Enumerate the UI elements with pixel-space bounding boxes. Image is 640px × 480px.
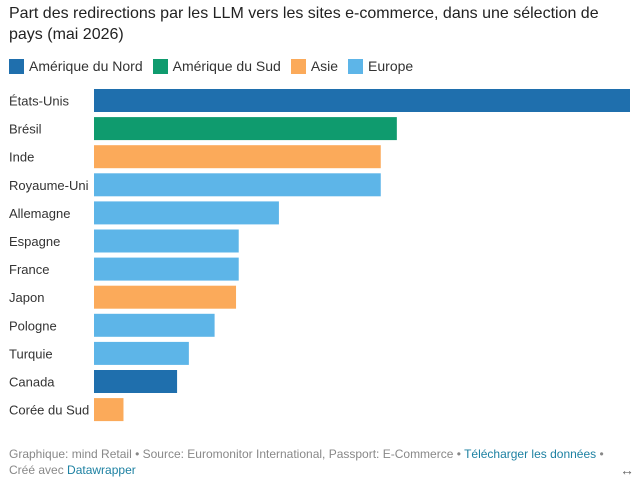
category-label: Pologne [9,318,57,333]
category-label: Japon [9,290,44,305]
bar [94,173,381,197]
category-label: Espagne [9,234,60,249]
category-label: Corée du Sud [9,403,89,418]
bar [94,117,397,141]
expand-icon[interactable]: ↔ [620,462,634,478]
legend-label: Amérique du Sud [172,58,281,74]
bar [94,285,237,309]
chart-footer: Graphique: mind Retail • Source: Euromon… [9,446,619,478]
footer-created-with: • Créé avec [9,447,604,477]
legend-item: Amérique du Sud [152,58,281,74]
category-label: Inde [9,150,34,165]
legend-swatch [290,58,306,74]
category-label: Turquie [9,346,53,361]
legend-swatch [348,58,364,74]
bar [94,257,239,281]
bar [94,89,630,112]
bar [94,201,279,225]
legend-item: Europe [348,58,413,74]
legend-label: Europe [368,58,414,74]
bar [94,370,178,393]
bar [94,313,215,337]
category-label: France [9,262,49,277]
category-label: Royaume-Uni [9,178,89,193]
datawrapper-link[interactable]: Datawrapper [67,463,136,477]
category-label: Canada [9,375,55,390]
category-label: Allemagne [9,206,70,221]
bar [94,145,381,169]
legend-label: Amérique du Nord [29,58,143,74]
chart-title: Part des redirections par les LLM vers l… [9,5,599,43]
footer-source: Graphique: mind Retail • Source: Euromon… [9,447,465,461]
bar [94,341,189,365]
legend-item: Amérique du Nord [9,58,143,74]
bar [94,398,124,422]
bar-chart: États-Unis Brésil Inde Royaume-Uni Allemagne… [9,89,630,422]
category-label: Brésil [9,122,42,137]
legend-swatch [152,58,168,74]
legend-item: Asie [290,58,339,74]
legend-label: Asie [310,58,339,74]
category-label: États-Unis [9,94,69,109]
download-data-link[interactable]: Télécharger les données [464,447,597,461]
legend-swatch [9,58,24,74]
chart-legend: Amérique du Nord Amérique du Sud Asie Europ… [9,57,423,75]
bar [94,229,239,253]
